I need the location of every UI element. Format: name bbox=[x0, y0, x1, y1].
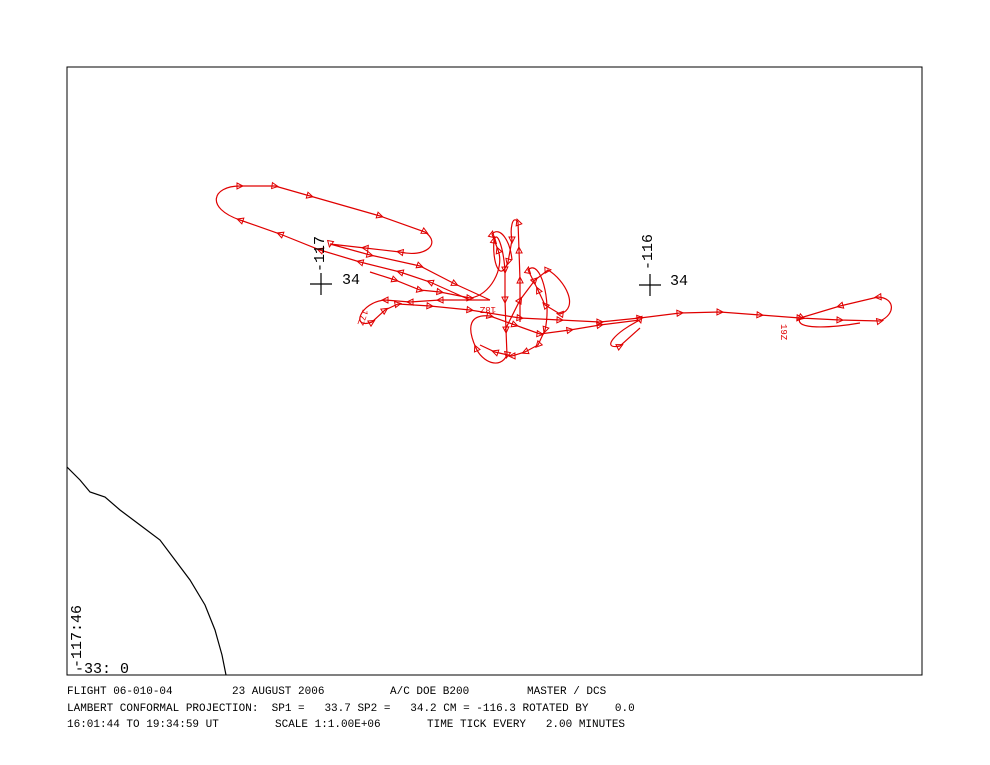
footer-text: FLIGHT 06-010-04 bbox=[67, 686, 173, 698]
map-frame bbox=[66, 66, 923, 676]
lon-label: -116 bbox=[640, 234, 657, 270]
corner-lat: -33: 0 bbox=[75, 661, 129, 678]
corner-lon: -117:46 bbox=[69, 605, 86, 668]
grid-crosses bbox=[310, 273, 661, 296]
time-label: 17Z bbox=[354, 308, 369, 327]
footer-text: LAMBERT CONFORMAL PROJECTION: SP1 = 33.7… bbox=[67, 703, 635, 715]
lon-label: -117 bbox=[312, 236, 329, 272]
coastline bbox=[67, 466, 227, 675]
lat-label: 34 bbox=[342, 272, 360, 289]
footer-text: SCALE 1:1.00E+06 bbox=[275, 719, 381, 731]
lat-label: 34 bbox=[670, 273, 688, 290]
footer-text: 16:01:44 TO 19:34:59 UT bbox=[67, 719, 219, 731]
flight-track bbox=[215, 186, 892, 364]
footer-text: 23 AUGUST 2006 bbox=[232, 686, 324, 698]
time-label: 19Z bbox=[778, 324, 788, 341]
footer-text: TIME TICK EVERY 2.00 MINUTES bbox=[427, 719, 625, 731]
footer-text: MASTER / DCS bbox=[527, 686, 607, 698]
time-label: 18Z bbox=[479, 304, 496, 314]
footer-text: A/C DOE B200 bbox=[390, 686, 469, 698]
